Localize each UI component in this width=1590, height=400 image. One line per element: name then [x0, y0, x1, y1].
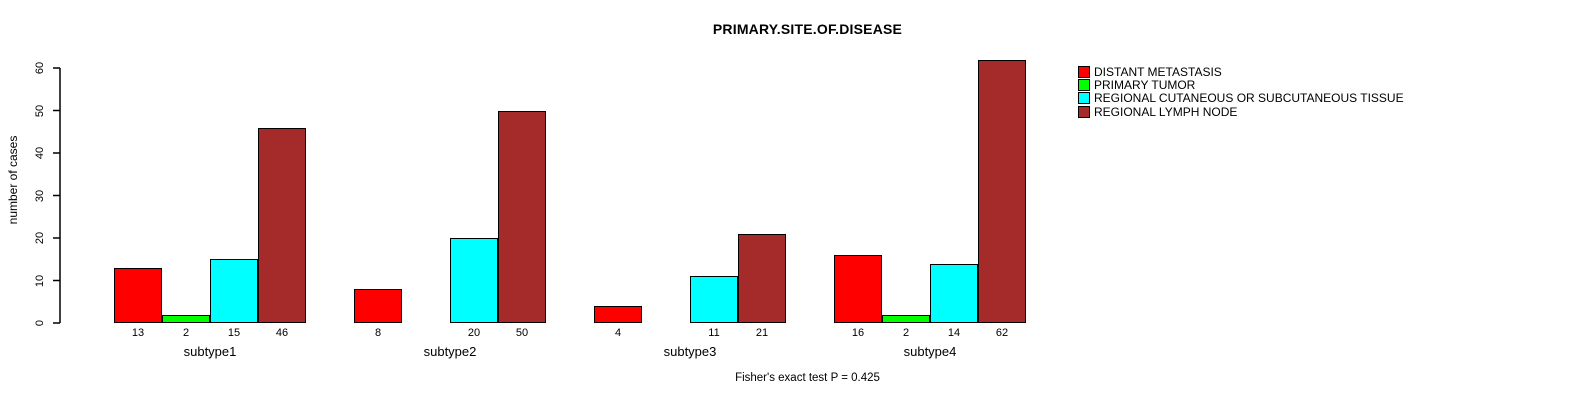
legend-label: DISTANT METASTASIS	[1094, 64, 1222, 79]
bar	[498, 110, 546, 323]
legend-label: REGIONAL LYMPH NODE	[1094, 104, 1238, 119]
legend-swatch	[1078, 65, 1090, 78]
bar	[834, 255, 882, 323]
bar	[258, 127, 306, 323]
bar-value-label: 16	[851, 327, 865, 339]
category-label: subtype2	[423, 344, 477, 359]
bar-value-label: 2	[182, 327, 190, 339]
bar	[930, 263, 978, 323]
bar	[354, 289, 402, 323]
bar-value-label: 2	[902, 327, 910, 339]
bar-value-label: 11	[708, 327, 720, 339]
bar-value-label: 15	[227, 327, 241, 339]
category-label: subtype3	[663, 344, 717, 359]
bar-value-label: 8	[374, 327, 382, 339]
bar	[738, 233, 786, 323]
y-tick-label: 10	[34, 274, 46, 287]
legend-row: PRIMARY TUMOR	[1078, 78, 1404, 91]
category-label: subtype1	[183, 344, 237, 359]
bar	[162, 314, 210, 323]
bar	[450, 238, 498, 323]
bar	[210, 259, 258, 323]
bar-value-label: 62	[995, 327, 1009, 339]
y-tick-label: 60	[34, 61, 46, 75]
legend-label: PRIMARY TUMOR	[1094, 77, 1196, 92]
bar-value-label: 46	[275, 327, 289, 339]
bar-value-label: 13	[131, 327, 145, 339]
legend-row: REGIONAL CUTANEOUS OR SUBCUTANEOUS TISSU…	[1078, 92, 1404, 105]
bar-value-label: 21	[755, 327, 769, 339]
bar-value-label: 4	[614, 327, 622, 339]
legend-swatch	[1078, 92, 1090, 105]
bar	[114, 267, 162, 323]
bar-value-label: 50	[515, 327, 529, 339]
y-tick-label: 30	[34, 189, 46, 202]
bar	[978, 59, 1026, 323]
y-tick-label: 40	[34, 146, 46, 160]
y-tick-label: 50	[34, 104, 46, 117]
y-tick-label: 20	[34, 231, 46, 245]
legend-label: REGIONAL CUTANEOUS OR SUBCUTANEOUS TISSU…	[1094, 91, 1404, 106]
y-tick-label: 0	[34, 319, 46, 327]
legend-row: DISTANT METASTASIS	[1078, 65, 1404, 78]
legend: DISTANT METASTASIS PRIMARY TUMOR REGIONAL …	[1078, 65, 1404, 118]
legend-swatch	[1078, 78, 1090, 91]
bar	[594, 306, 642, 323]
legend-row: REGIONAL LYMPH NODE	[1078, 105, 1404, 118]
bar	[882, 314, 930, 323]
bar	[690, 276, 738, 323]
bar-value-label: 14	[947, 327, 961, 339]
legend-swatch	[1078, 105, 1090, 118]
footer-annotation: Fisher's exact test P = 0.425	[735, 372, 880, 384]
category-label: subtype4	[903, 344, 957, 359]
chart-title: PRIMARY.SITE.OF.DISEASE	[712, 21, 903, 37]
bar-value-label: 20	[467, 327, 481, 339]
